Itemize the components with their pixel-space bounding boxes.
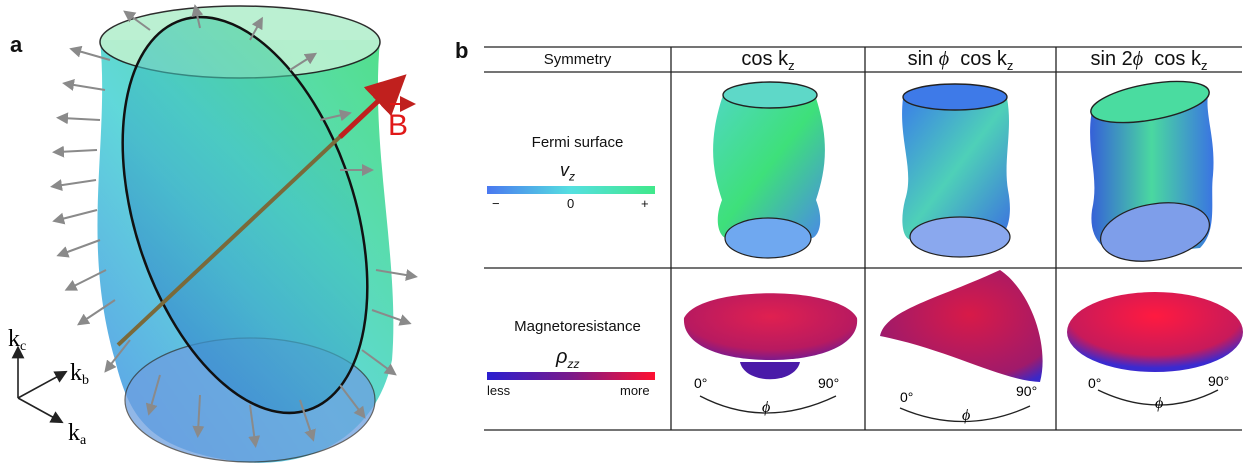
fermi-surface-sin2phi-cos-kz xyxy=(1090,80,1214,262)
rhozz-tick-less: less xyxy=(487,383,511,398)
axis-label-ka: ka xyxy=(68,420,87,448)
row-fermi-surface-title: Fermi surface xyxy=(531,134,624,151)
angle-90-col3: 90° xyxy=(1208,373,1229,389)
mr-surface-sin2phi-cos-kz xyxy=(1067,292,1243,372)
mr-surface-cos-kz xyxy=(683,293,858,380)
angle-0-col3: 0° xyxy=(1088,375,1101,391)
velocity-arrows xyxy=(50,4,418,448)
rhozz-symbol: ρzz xyxy=(556,346,580,371)
header-col-sin-phi-cos-kz: sin ϕ cos kz xyxy=(907,48,1014,73)
phi-label-col3: ϕ xyxy=(1155,395,1163,412)
phi-arc-col3 xyxy=(1097,389,1219,406)
phi-label-col1: ϕ xyxy=(762,399,770,416)
header-symmetry: Symmetry xyxy=(543,51,612,68)
phi-label-col2: ϕ xyxy=(962,407,970,424)
vz-colorbar xyxy=(487,186,655,194)
header-col-cos-kz: cos kz xyxy=(741,48,795,73)
vz-tick-zero: 0 xyxy=(567,196,575,211)
axis-label-kc: kc xyxy=(8,326,26,354)
angle-0-col1: 0° xyxy=(694,375,707,391)
fermi-surface-sin-phi-cos-kz xyxy=(902,83,1011,258)
vz-tick-plus: + xyxy=(641,196,649,211)
mr-surface-sin-phi-cos-kz xyxy=(880,270,1043,382)
rhozz-colorbar xyxy=(487,372,655,380)
vz-tick-minus: − xyxy=(492,196,500,211)
axes-triad xyxy=(11,345,68,424)
b-field-label: B xyxy=(388,109,408,142)
angle-90-col2: 90° xyxy=(1016,383,1037,399)
orbit-ellipse xyxy=(121,15,369,415)
panel-a-label: a xyxy=(10,32,23,57)
fermi-surface-cos-kz xyxy=(713,81,825,259)
phi-arc-col1 xyxy=(699,395,837,414)
rhozz-tick-more: more xyxy=(620,383,650,398)
panel-b-label: b xyxy=(455,38,469,63)
phi-arc-col2 xyxy=(899,405,1031,423)
row-magnetoresistance-title: Magnetoresistance xyxy=(514,318,641,335)
header-col-sin2phi-cos-kz: sin 2ϕ cos kz xyxy=(1090,48,1208,73)
angle-90-col1: 90° xyxy=(818,375,839,391)
axis-label-kb: kb xyxy=(70,360,89,388)
vz-symbol: vz xyxy=(560,160,575,184)
panel-a-figure: B kc kb ka xyxy=(8,4,418,463)
angle-0-col2: 0° xyxy=(900,389,913,405)
